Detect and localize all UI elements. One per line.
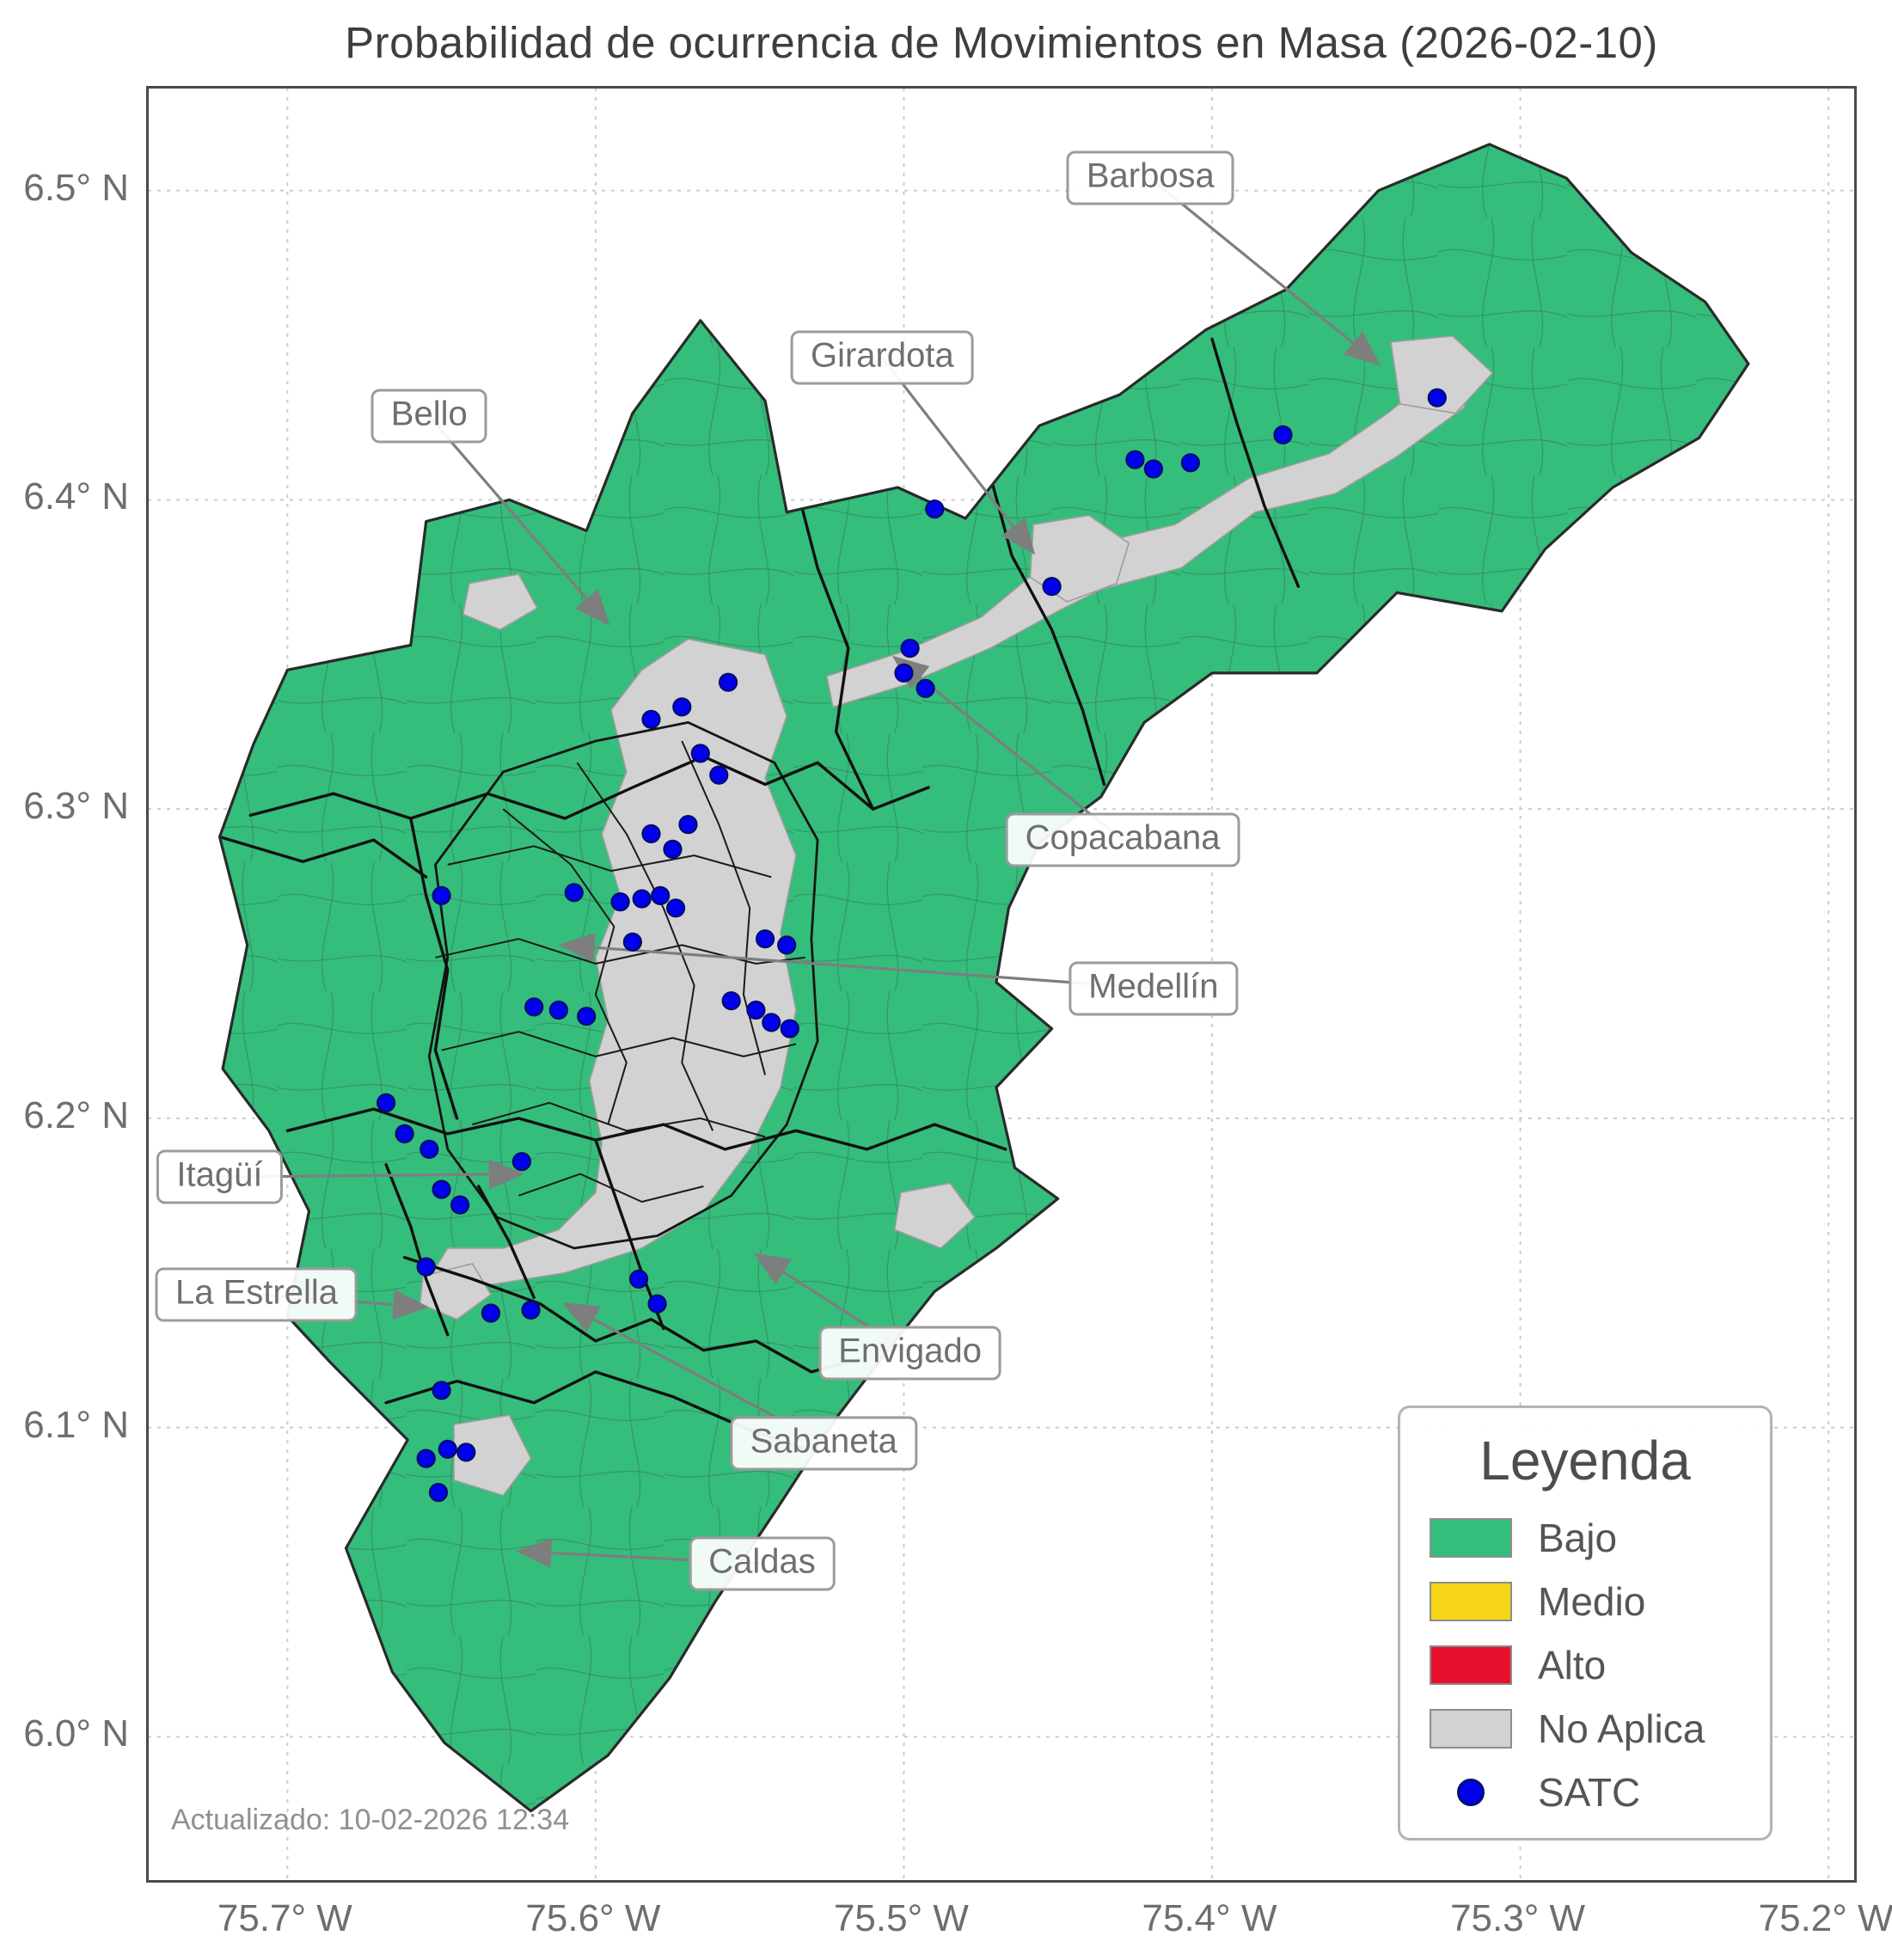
legend-item-no-aplica: No Aplica xyxy=(1430,1706,1741,1752)
legend-item-bajo: Bajo xyxy=(1430,1515,1741,1561)
y-tick-label: 6.1° N xyxy=(23,1403,129,1446)
legend-swatch-alto xyxy=(1430,1645,1512,1685)
legend-label-medio: Medio xyxy=(1538,1579,1646,1624)
y-tick-label: 6.4° N xyxy=(23,475,129,518)
legend-item-alto: Alto xyxy=(1430,1642,1741,1688)
legend-title: Leyenda xyxy=(1479,1430,1691,1491)
legend-item-medio: Medio xyxy=(1430,1578,1741,1625)
x-tick-label: 75.6° W xyxy=(525,1897,661,1939)
x-tick-label: 75.5° W xyxy=(833,1897,969,1939)
legend-swatch-bajo xyxy=(1430,1518,1512,1558)
legend-swatch-medio xyxy=(1430,1582,1512,1621)
y-tick-label: 6.5° N xyxy=(23,166,129,209)
x-tick-label: 75.4° W xyxy=(1142,1897,1277,1939)
x-tick-label: 75.2° W xyxy=(1758,1897,1892,1939)
legend-swatch-no-aplica xyxy=(1430,1709,1512,1749)
satc-dot-icon xyxy=(1457,1779,1485,1806)
map-plot: Barbosa Girardota Bello Copacabana Medellín I… xyxy=(146,86,1859,1885)
page-title: Probabilidad de ocurrencia de Movimiento… xyxy=(345,18,1658,67)
legend-swatch-satc-wrap xyxy=(1430,1779,1512,1806)
x-tick-label: 75.3° W xyxy=(1450,1897,1586,1939)
legend: Leyenda Bajo Medio Alto No Aplica SATC xyxy=(1398,1406,1773,1841)
map-canvas xyxy=(149,89,1859,1885)
legend-label-bajo: Bajo xyxy=(1538,1516,1618,1560)
legend-label-no-aplica: No Aplica xyxy=(1538,1706,1705,1751)
legend-item-satc: SATC xyxy=(1430,1769,1741,1816)
x-tick-label: 75.7° W xyxy=(217,1897,352,1939)
y-tick-label: 6.3° N xyxy=(23,785,129,828)
updated-text: Actualizado: 10-02-2026 12:34 xyxy=(171,1804,570,1836)
legend-label-alto: Alto xyxy=(1538,1643,1607,1687)
y-tick-label: 6.0° N xyxy=(23,1712,129,1755)
legend-label-satc: SATC xyxy=(1538,1770,1641,1815)
y-tick-label: 6.2° N xyxy=(23,1093,129,1136)
